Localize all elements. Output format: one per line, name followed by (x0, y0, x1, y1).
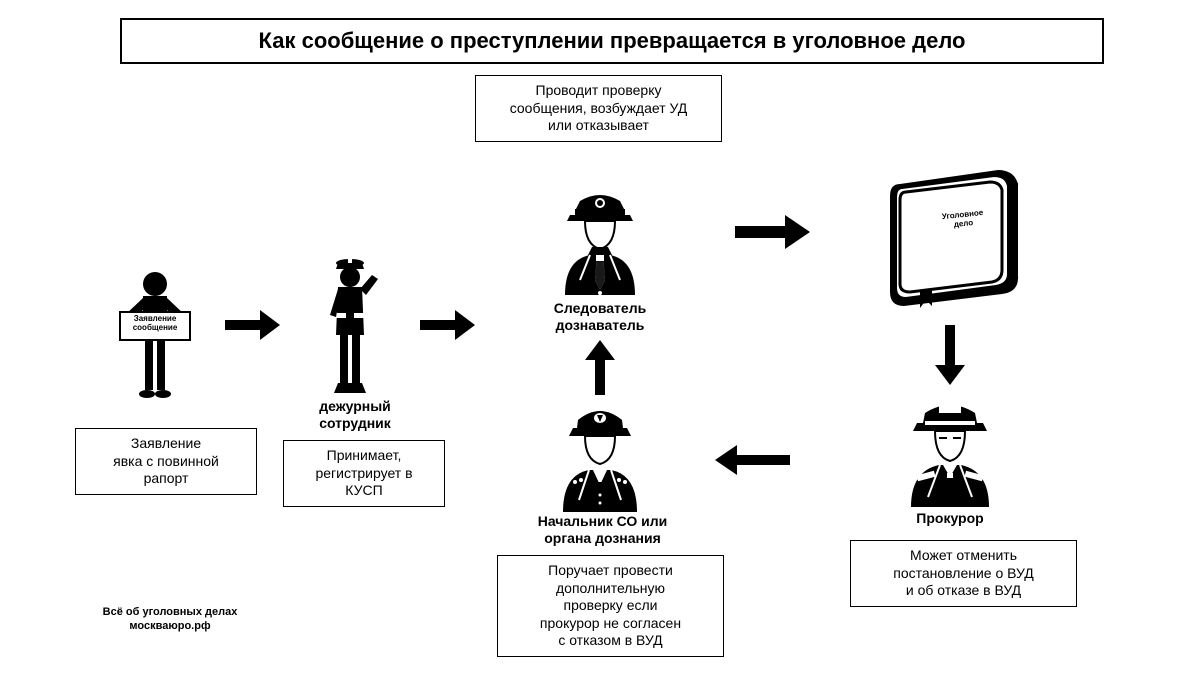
prosecutor-icon (895, 395, 1005, 510)
arrow-book-to-prosecutor (935, 325, 965, 390)
duty-officer-caption: дежурный сотрудник (295, 398, 415, 432)
chief-caption: Начальник СО или органа дознания (520, 513, 685, 547)
chief-box: Поручает провести дополнительную проверк… (497, 555, 724, 657)
arrow-duty-to-investigator (420, 310, 475, 345)
arrow-prosecutor-to-chief (715, 445, 790, 480)
book-icon: Уголовное дело (870, 160, 1040, 310)
applicant-box: Заявление явка с повинной рапорт (75, 428, 257, 495)
investigator-icon (545, 185, 655, 300)
prosecutor-caption-text: Прокурор (916, 510, 983, 526)
investigator-caption-text: Следователь дознаватель (554, 300, 646, 333)
arrow-chief-to-investigator (585, 340, 615, 400)
credit-text-content: Всё об уголовных делах москваюро.рф (103, 606, 238, 632)
applicant-icon: Заявление сообщение (105, 270, 205, 400)
title-text: Как сообщение о преступлении превращаетс… (259, 28, 966, 53)
prosecutor-box: Может отменить постановление о ВУД и об … (850, 540, 1077, 607)
arrow-investigator-to-book (735, 215, 810, 254)
duty-officer-icon (300, 255, 400, 400)
credit-text: Всё об уголовных делах москваюро.рф (85, 605, 255, 634)
investigator-description-box: Проводит проверку сообщения, возбуждает … (475, 75, 722, 142)
investigator-description: Проводит проверку сообщения, возбуждает … (510, 82, 688, 133)
duty-officer-box-text: Принимает, регистрирует в КУСП (315, 447, 412, 498)
investigator-caption: Следователь дознаватель (530, 300, 670, 334)
duty-officer-box: Принимает, регистрирует в КУСП (283, 440, 445, 507)
chief-icon (545, 400, 655, 515)
chief-caption-text: Начальник СО или органа дознания (538, 513, 668, 546)
arrow-applicant-to-duty (225, 310, 280, 345)
duty-officer-caption-text: дежурный сотрудник (319, 398, 391, 431)
applicant-box-text: Заявление явка с повинной рапорт (113, 435, 219, 486)
chief-box-text: Поручает провести дополнительную проверк… (540, 562, 681, 648)
prosecutor-caption: Прокурор (895, 510, 1005, 527)
applicant-sign-line1: Заявление (122, 314, 188, 323)
applicant-sign-line2: сообщение (122, 323, 188, 332)
diagram-title: Как сообщение о преступлении превращаетс… (120, 18, 1104, 64)
prosecutor-box-text: Может отменить постановление о ВУД и об … (893, 547, 1034, 598)
